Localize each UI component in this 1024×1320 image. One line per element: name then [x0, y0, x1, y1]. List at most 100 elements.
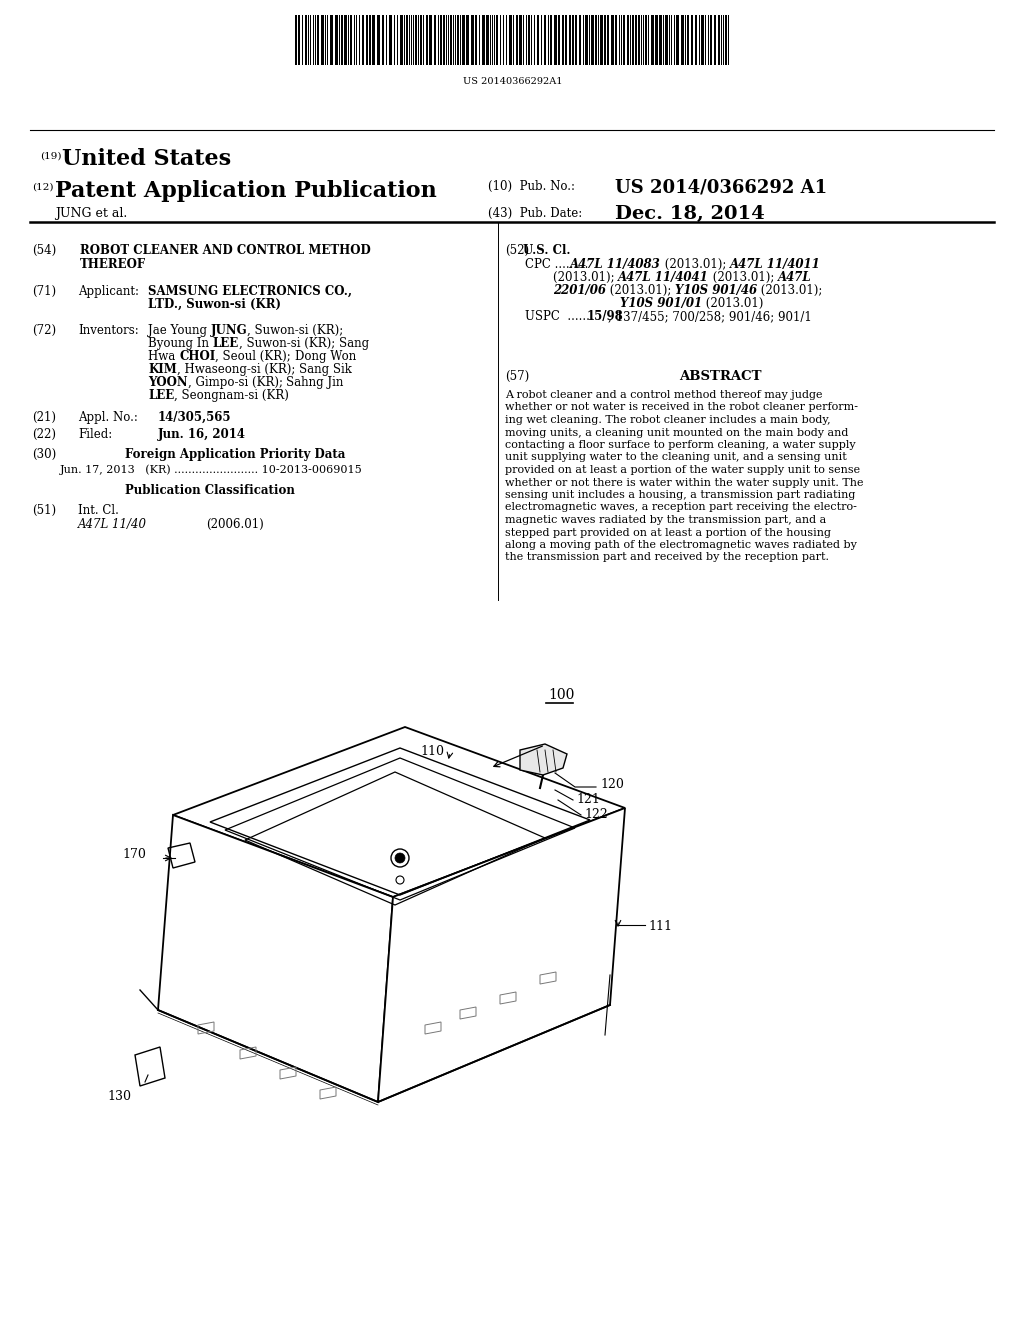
Text: ROBOT CLEANER AND CONTROL METHOD: ROBOT CLEANER AND CONTROL METHOD [80, 244, 371, 257]
Polygon shape [173, 727, 625, 898]
Bar [554, 15, 557, 65]
Text: 120: 120 [600, 777, 624, 791]
Bar [341, 15, 343, 65]
Text: Sang Sik: Sang Sik [299, 363, 352, 376]
Bar [544, 15, 546, 65]
Text: (71): (71) [32, 285, 56, 298]
Bar [718, 15, 720, 65]
Text: Hwa: Hwa [148, 350, 179, 363]
Text: , Suwon-si (KR);: , Suwon-si (KR); [248, 323, 344, 337]
Text: US 2014/0366292 A1: US 2014/0366292 A1 [615, 178, 827, 195]
Text: U.S. Cl.: U.S. Cl. [523, 244, 570, 257]
Text: (30): (30) [32, 447, 56, 461]
Text: 121: 121 [575, 793, 600, 807]
Bar [681, 15, 684, 65]
Text: Jun. 17, 2013   (KR) ........................ 10-2013-0069015: Jun. 17, 2013 (KR) .....................… [60, 465, 362, 475]
Bar [298, 15, 300, 65]
Bar [362, 15, 364, 65]
Bar [350, 15, 352, 65]
Bar [516, 15, 518, 65]
Bar [369, 15, 371, 65]
Text: (43)  Pub. Date:: (43) Pub. Date: [488, 207, 583, 220]
Text: YOON: YOON [148, 376, 187, 389]
Text: , Seongnam-si (KR): , Seongnam-si (KR) [174, 389, 289, 403]
Bar [528, 15, 530, 65]
Text: A47L 11/4011: A47L 11/4011 [730, 257, 820, 271]
Bar [691, 15, 693, 65]
Text: Publication Classification: Publication Classification [125, 484, 295, 498]
Bar [295, 15, 297, 65]
Bar [420, 15, 422, 65]
Bar [443, 15, 445, 65]
Bar [714, 15, 716, 65]
Text: Dong Won: Dong Won [295, 350, 356, 363]
Bar [344, 15, 347, 65]
Bar [635, 15, 637, 65]
Bar [623, 15, 625, 65]
Bar [440, 15, 442, 65]
Polygon shape [520, 744, 567, 775]
Text: Applicant:: Applicant: [78, 285, 139, 298]
Text: Jun. 16, 2014: Jun. 16, 2014 [158, 428, 246, 441]
Bar [558, 15, 560, 65]
Text: Filed:: Filed: [78, 428, 113, 441]
Bar [317, 15, 319, 65]
Text: moving units, a cleaning unit mounted on the main body and: moving units, a cleaning unit mounted on… [505, 428, 848, 437]
Bar [569, 15, 571, 65]
Bar [645, 15, 647, 65]
Bar [710, 15, 712, 65]
Bar [565, 15, 567, 65]
Bar [372, 15, 375, 65]
Bar [615, 15, 617, 65]
Text: ABSTRACT: ABSTRACT [679, 370, 761, 383]
Bar [366, 15, 368, 65]
Bar [591, 15, 594, 65]
Text: 122: 122 [584, 808, 608, 821]
Text: (51): (51) [32, 504, 56, 517]
Text: THEREOF: THEREOF [80, 257, 146, 271]
Text: sensing unit includes a housing, a transmission part radiating: sensing unit includes a housing, a trans… [505, 490, 855, 500]
Text: LEE: LEE [213, 337, 239, 350]
Text: Sang: Sang [339, 337, 369, 350]
Text: Y10S 901/46: Y10S 901/46 [675, 284, 758, 297]
Bar [579, 15, 581, 65]
Text: LTD., Suwon-si (KR): LTD., Suwon-si (KR) [148, 298, 281, 312]
Text: along a moving path of the electromagnetic waves radiated by: along a moving path of the electromagnet… [505, 540, 857, 550]
Text: (2013.01);: (2013.01); [553, 271, 618, 284]
Text: (2013.01);: (2013.01); [606, 284, 675, 297]
Text: (2013.01);: (2013.01); [710, 271, 778, 284]
Bar [695, 15, 697, 65]
Text: ing wet cleaning. The robot cleaner includes a main body,: ing wet cleaning. The robot cleaner incl… [505, 414, 830, 425]
Text: 14/305,565: 14/305,565 [158, 411, 231, 424]
Bar [482, 15, 485, 65]
Bar [462, 15, 465, 65]
Text: A47L 11/40: A47L 11/40 [78, 517, 147, 531]
Bar [382, 15, 384, 65]
Text: 2201/06: 2201/06 [553, 284, 606, 297]
Bar [607, 15, 609, 65]
Bar [627, 15, 629, 65]
Bar [450, 15, 452, 65]
Bar [595, 15, 597, 65]
Text: A47L 11/4083: A47L 11/4083 [570, 257, 660, 271]
Bar [509, 15, 512, 65]
Bar [457, 15, 459, 65]
Bar [537, 15, 539, 65]
Circle shape [395, 853, 406, 863]
Bar [665, 15, 668, 65]
Bar [406, 15, 408, 65]
Bar [321, 15, 324, 65]
Text: , Gimpo-si (KR);: , Gimpo-si (KR); [187, 376, 287, 389]
Bar [562, 15, 564, 65]
Bar [519, 15, 522, 65]
Text: (57): (57) [505, 370, 529, 383]
Bar [638, 15, 640, 65]
Text: 111: 111 [648, 920, 672, 933]
Bar [305, 15, 307, 65]
Text: Dec. 18, 2014: Dec. 18, 2014 [615, 205, 765, 223]
Bar [550, 15, 552, 65]
Text: (19): (19) [40, 152, 61, 161]
Text: (72): (72) [32, 323, 56, 337]
Text: Inventors:: Inventors: [78, 323, 138, 337]
Polygon shape [378, 808, 625, 1102]
